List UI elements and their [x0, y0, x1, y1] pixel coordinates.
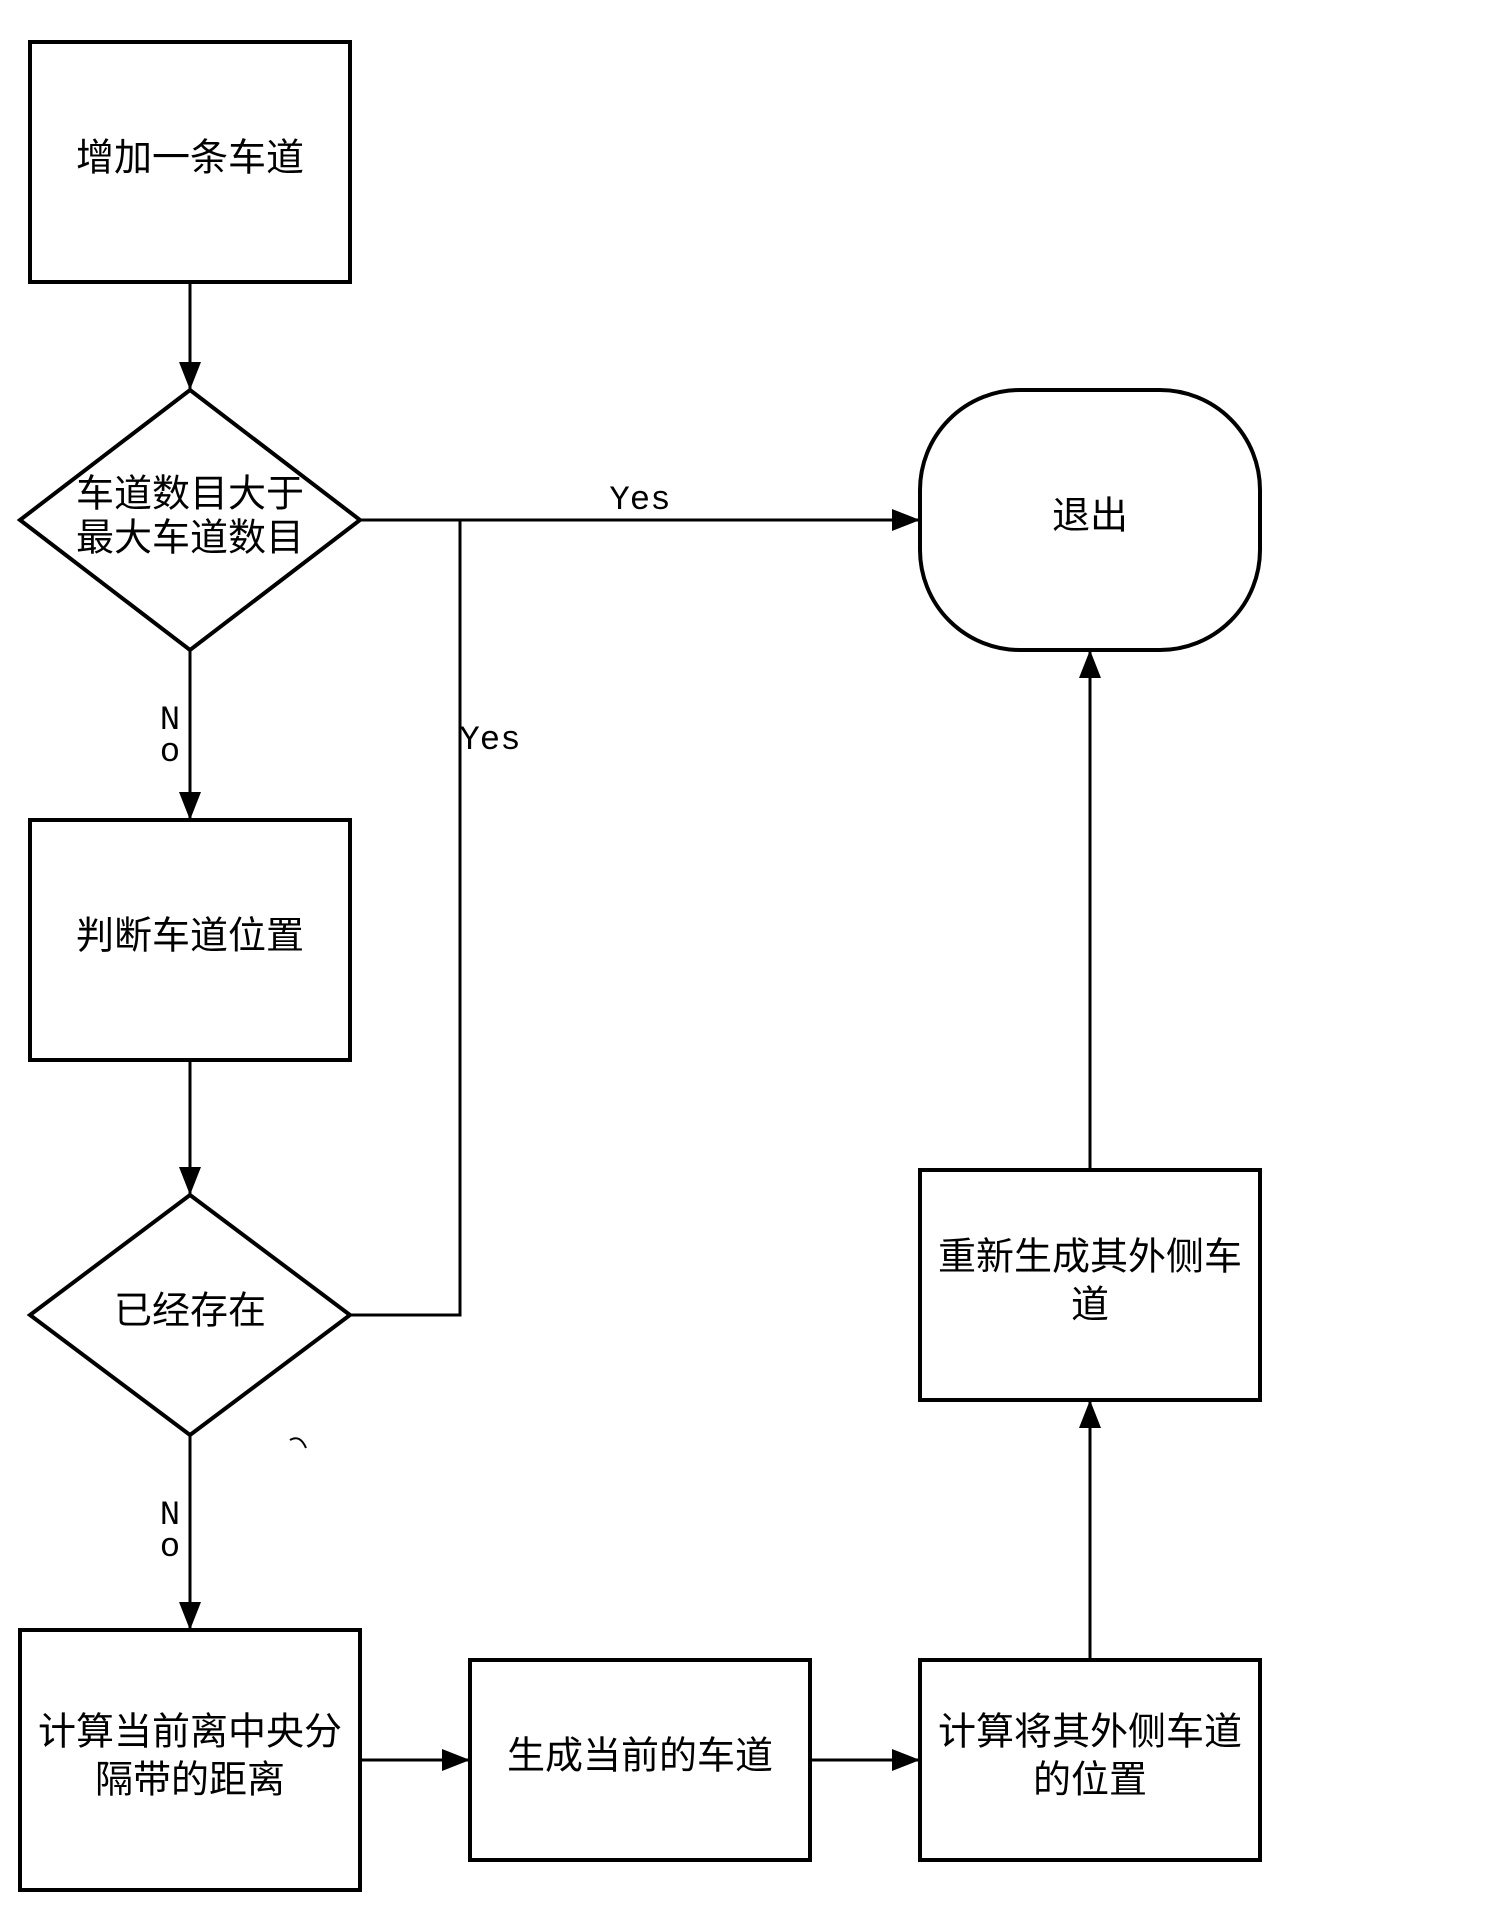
node-label: 的位置: [1033, 1760, 1147, 1802]
node-label: 已经存在: [114, 1291, 266, 1333]
node-label: 计算将其外侧车道: [938, 1712, 1242, 1754]
node-label: 道: [1071, 1285, 1109, 1327]
node-label: 最大车道数目: [76, 518, 304, 560]
node-label: 判断车道位置: [76, 916, 304, 958]
node-label: 增加一条车道: [76, 138, 304, 180]
node-label: 生成当前的车道: [507, 1736, 773, 1778]
node-label: 计算当前离中央分: [38, 1712, 342, 1754]
node-label: 车道数目大于: [76, 474, 304, 516]
edge-label: o: [160, 734, 180, 772]
node-label: 退出: [1052, 496, 1128, 538]
node-label: 隔带的距离: [95, 1760, 285, 1802]
edge-label: Yes: [459, 722, 520, 760]
node-label: 重新生成其外侧车: [938, 1237, 1242, 1279]
edge-label: Yes: [609, 482, 670, 520]
edge-label: o: [160, 1529, 180, 1567]
stray-mark: [290, 1438, 306, 1448]
edge-e6: [350, 520, 460, 1315]
